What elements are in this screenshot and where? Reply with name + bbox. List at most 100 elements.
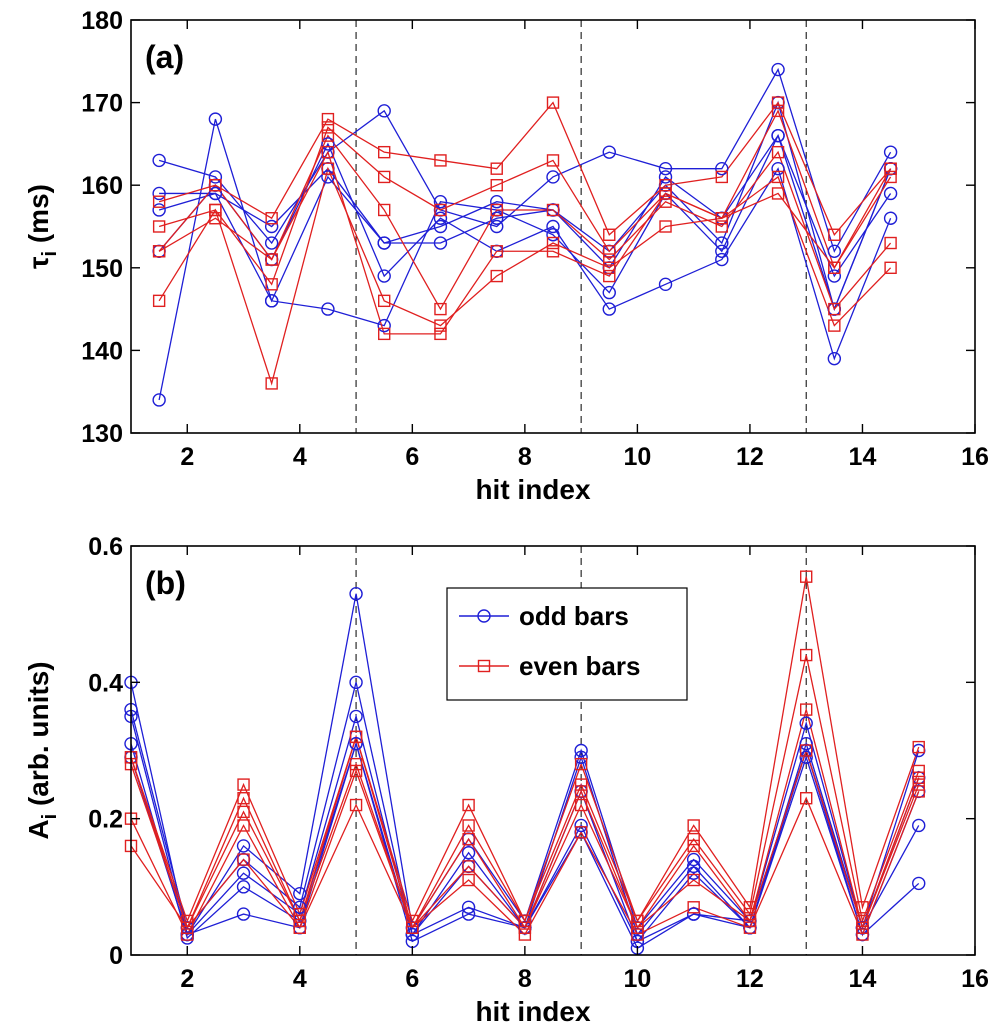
data-point-even [687,819,700,832]
panel-label: (b) [145,565,186,601]
data-point-even [546,236,560,250]
data-point-odd [461,846,476,860]
data-point-odd [771,62,785,77]
y-tick-label: 160 [81,172,123,200]
data-point-even [715,170,728,184]
data-point-odd [883,211,898,225]
data-point-even [603,269,616,283]
data-point-odd [574,750,588,765]
data-point-even [771,96,785,109]
data-point-even [490,269,503,283]
data-point-odd [912,876,926,891]
data-point-even [265,278,278,291]
data-point-odd [264,294,279,308]
x-tick-label: 4 [293,965,307,993]
legend-label: even bars [519,651,640,681]
x-tick-label: 16 [961,965,989,993]
series-line-odd [158,134,892,327]
data-point-even [912,771,925,784]
data-point-odd [546,170,560,184]
legend-box [446,587,688,701]
data-point-even [856,921,869,934]
y-axis-label: Ai (arb. units) [23,661,61,839]
data-point-even [687,839,700,853]
data-point-odd [602,302,616,316]
data-point-even [800,792,813,805]
data-point-even [406,914,419,928]
data-point-odd [771,128,785,143]
data-point-even [912,778,925,791]
legend-marker [477,659,491,673]
x-tick-label: 14 [849,443,877,471]
data-point-even [743,901,757,914]
data-point-even [237,805,250,819]
data-point-even [349,764,363,778]
data-point-odd [461,900,476,914]
y-tick-label: 130 [81,420,123,448]
data-point-even [603,253,616,266]
data-point-odd [433,195,448,209]
data-point-odd [321,302,335,316]
data-point-odd [490,219,504,234]
legend-marker [477,609,491,623]
data-point-odd [799,750,813,765]
legend-label: odd bars [519,601,629,631]
data-point-odd [377,236,391,250]
data-point-even [659,195,672,208]
data-point-odd [433,211,448,225]
panel-a: 2 4 6 8 10 12 14 16 130 140 150 160 170 180 hit index τ… [23,7,989,505]
axes-frame [130,19,976,434]
data-point-even [293,914,306,928]
data-point-odd [827,269,842,283]
data-point-odd [433,236,448,250]
data-point-even [209,212,222,225]
series-line-even [130,654,920,930]
data-point-odd [490,211,504,225]
series-line-even [158,134,892,311]
data-point-odd [602,145,616,159]
data-point-odd [883,145,898,159]
data-point-even [518,921,532,934]
x-tick-label: 6 [405,965,419,993]
data-point-odd [715,244,729,258]
data-point-odd [293,886,307,901]
data-point-odd [377,318,391,333]
data-point-even [574,785,588,798]
data-point-even [490,178,503,192]
data-point-even [771,104,785,118]
y-tick-label: 0.6 [88,533,123,561]
data-point-even [856,928,869,941]
data-point-odd [799,716,813,730]
data-point-even [406,921,419,934]
data-point-odd [321,137,335,151]
data-point-even [462,873,475,887]
y-tick-label: 170 [81,90,123,118]
data-point-even [884,261,897,274]
data-point-even [884,162,897,175]
data-point-even [771,170,785,184]
data-point-even [490,162,503,175]
data-point-even [209,203,222,217]
data-point-even [659,187,672,200]
data-point-odd [715,252,729,267]
data-point-odd [236,907,251,921]
data-point-even [912,785,925,798]
data-point-even [800,744,813,757]
data-point-even [743,914,757,928]
data-point-even [603,261,616,274]
data-point-odd [152,153,166,168]
data-point-odd [912,771,926,785]
data-point-even [715,220,728,233]
data-point-odd [799,736,813,751]
data-point-even [631,928,644,941]
data-point-even [434,327,447,341]
data-point-even [378,327,391,341]
x-tick-label: 14 [849,965,877,993]
x-tick-label: 6 [405,443,419,471]
data-point-odd [912,818,926,833]
data-point-even [800,648,813,662]
data-point-odd [208,186,223,201]
data-point-even [912,764,925,778]
data-point-even [321,145,335,159]
